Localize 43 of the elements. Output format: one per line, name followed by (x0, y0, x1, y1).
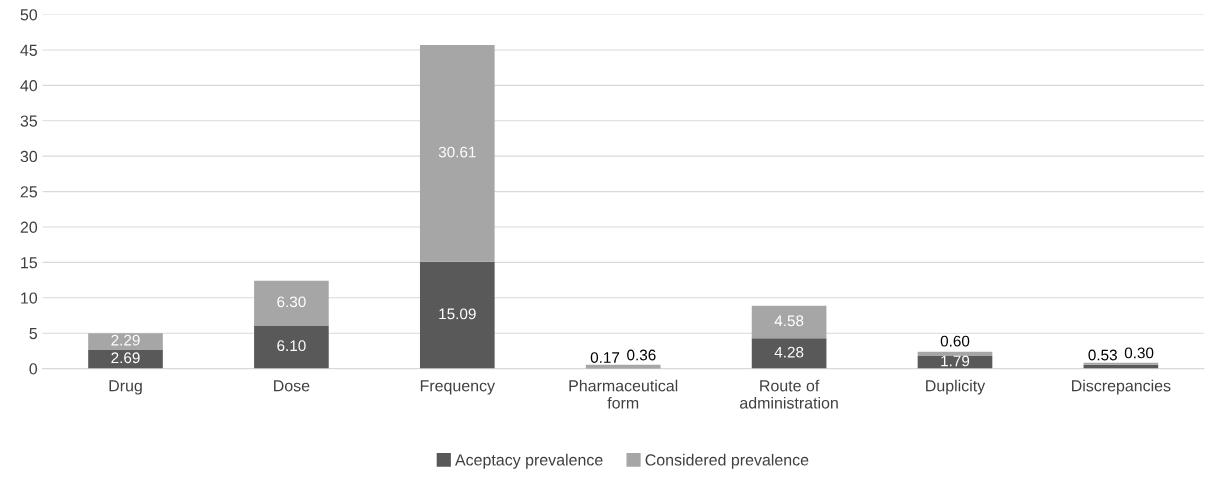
bar (751, 338, 827, 369)
y-tick-label: 40 (20, 79, 38, 92)
data-label: 15.09 (439, 308, 476, 320)
data-label: 6.30 (277, 296, 306, 308)
y-tick-label: 35 (20, 115, 38, 127)
data-label: 4.28 (774, 346, 804, 358)
data-label: 2.29 (111, 334, 140, 346)
y-tick-label: 0 (29, 363, 38, 375)
data-label: 6.10 (277, 340, 306, 352)
y-tick-label: 45 (20, 44, 38, 56)
data-label: 0.36 (627, 349, 656, 361)
y-tick-label: 15 (21, 257, 38, 269)
data-label: 30.61 (438, 146, 476, 158)
bar (419, 45, 495, 262)
bar (1083, 362, 1159, 365)
legend-label: Aceptacy prevalence (455, 453, 603, 469)
data-label: 0.30 (1124, 347, 1154, 359)
bar (917, 351, 993, 356)
data-label: 2.69 (111, 352, 140, 364)
x-tick-label: Dose (274, 380, 310, 392)
x-tick-label: Pharmaceutical form (569, 379, 678, 409)
data-label: 4.58 (774, 315, 804, 327)
y-tick-label: 20 (20, 221, 38, 233)
y-tick-label: 30 (20, 150, 38, 163)
bar (254, 325, 329, 369)
y-tick-label: 50 (20, 9, 38, 21)
data-label: 0.53 (1088, 349, 1117, 361)
x-tick-label: Frequency (420, 380, 496, 395)
x-tick-label: Route of administration (740, 379, 838, 409)
bar (751, 305, 827, 339)
bar (88, 333, 163, 350)
x-tick-label: Discrepancies (1072, 379, 1171, 395)
bar (254, 280, 329, 326)
bar (419, 261, 495, 369)
x-tick-label: Drug (109, 380, 142, 395)
y-tick-label: 10 (21, 292, 38, 304)
data-label: 0.17 (590, 352, 620, 363)
y-tick-label: 5 (29, 327, 38, 340)
x-tick-label: Duplicity (926, 379, 986, 395)
data-label: 1.79 (941, 355, 970, 367)
y-tick-label: 25 (20, 186, 38, 198)
data-label: 0.60 (940, 335, 970, 347)
legend-label: Considered prevalence (645, 453, 809, 469)
